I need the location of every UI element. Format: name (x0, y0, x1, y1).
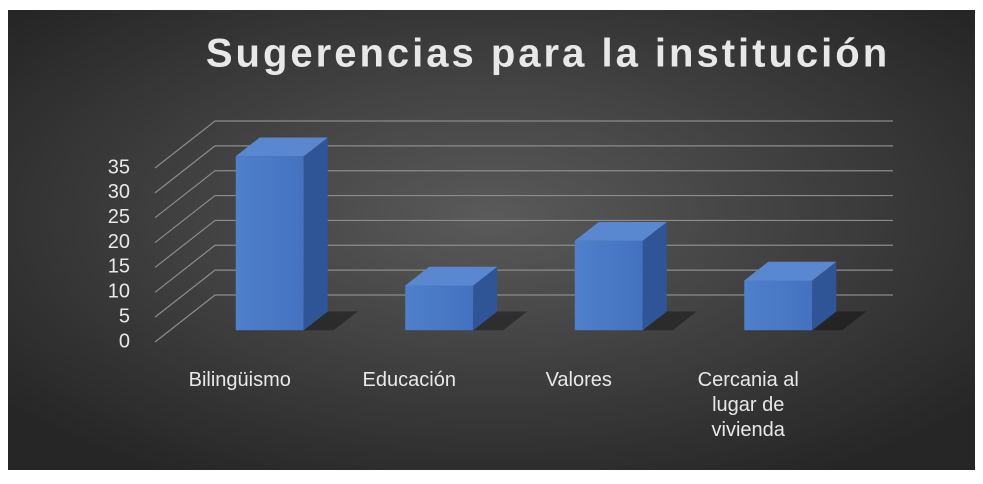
bar (405, 266, 528, 331)
bar (744, 261, 867, 331)
bar (235, 137, 358, 331)
bar-front (744, 280, 813, 331)
chart-title: Sugerencias para la institución (206, 32, 890, 76)
y-tick-label: 30 (108, 181, 130, 203)
bar-front (405, 285, 474, 331)
chart-background (8, 10, 975, 470)
bar (574, 221, 697, 331)
chart-frame: Sugerencias para la institución 0 5 10 15 20… (8, 10, 975, 470)
bar-side (812, 261, 837, 331)
y-tick-label: 20 (108, 231, 130, 253)
bar-top (744, 261, 837, 281)
bar-front (574, 240, 643, 331)
y-tick-label: 25 (108, 206, 130, 228)
x-tick-label: Valores (545, 369, 612, 391)
x-tick-label: Cercania al lugar de vivienda (697, 369, 799, 441)
grid-line (154, 194, 893, 244)
bar-front (235, 156, 304, 331)
bar-top (574, 221, 667, 241)
bar-top (235, 137, 328, 157)
y-tick-label: 10 (108, 281, 130, 303)
y-tick-label: 0 (119, 330, 130, 352)
bar-side (473, 266, 498, 331)
bar-side (642, 221, 667, 331)
x-tick-label: Bilingüismo (188, 369, 291, 391)
grid-line (154, 244, 893, 293)
y-tick-label: 5 (119, 305, 130, 327)
chart: Sugerencias para la institución 0 510 15 20… (8, 10, 975, 470)
grid-line (154, 120, 893, 169)
x-tick-label: Educación (362, 369, 456, 391)
grid-line (154, 145, 893, 194)
bar-top (405, 266, 498, 286)
grid-line (154, 269, 893, 318)
grid-line (154, 170, 893, 219)
bar-side (303, 137, 328, 331)
y-tick-label: 35 (108, 156, 130, 178)
grid-line (154, 219, 893, 268)
y-tick-label: 15 (108, 256, 130, 278)
grid-line (154, 294, 893, 343)
